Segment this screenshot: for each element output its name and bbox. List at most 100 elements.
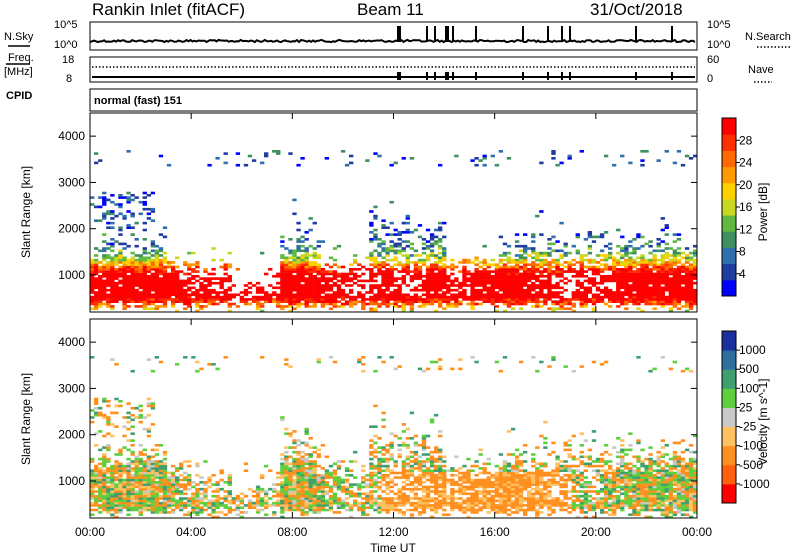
echo-cell [458, 504, 462, 507]
echo-cell [175, 469, 179, 472]
echo-cell [373, 294, 377, 297]
echo-cell [369, 451, 373, 454]
echo-cell [422, 446, 426, 449]
echo-cell [446, 495, 450, 498]
echo-cell [329, 486, 333, 489]
echo-cell [139, 497, 143, 500]
echo-cell [276, 303, 280, 306]
echo-cell [159, 483, 163, 486]
echo-cell [260, 298, 264, 301]
echo-cell [232, 294, 236, 297]
echo-cell [118, 226, 122, 229]
echo-cell [195, 291, 199, 294]
echo-cell [139, 474, 143, 477]
echo-cell [228, 277, 232, 280]
echo-cell [394, 280, 398, 283]
echo-cell [114, 289, 118, 292]
echo-cell [284, 481, 288, 484]
echo-cell [523, 474, 527, 477]
echo-cell [551, 243, 555, 246]
echo-cell [321, 300, 325, 303]
echo-cell [398, 284, 402, 287]
echo-cell [527, 509, 531, 512]
echo-cell [673, 284, 677, 287]
echo-cell [203, 268, 207, 271]
echo-cell [187, 460, 191, 463]
echo-cell [353, 273, 357, 276]
echo-cell [90, 303, 94, 306]
echo-cell [151, 488, 155, 491]
echo-cell [300, 460, 304, 463]
echo-cell [653, 303, 657, 306]
echo-cell [483, 282, 487, 285]
echo-cell [309, 291, 313, 294]
echo-cell [644, 150, 648, 153]
echo-cell [673, 240, 677, 243]
echo-cell [495, 509, 499, 512]
echo-cell [495, 277, 499, 280]
echo-cell [345, 490, 349, 493]
echo-cell [284, 300, 288, 303]
echo-cell [122, 298, 126, 301]
echo-cell [430, 275, 434, 278]
echo-cell [280, 305, 284, 308]
echo-cell [131, 194, 135, 197]
echo-cell [547, 247, 551, 250]
echo-cell [143, 289, 147, 292]
echo-cell [406, 428, 410, 431]
echo-cell [381, 250, 385, 253]
echo-cell [122, 486, 126, 489]
echo-cell [284, 432, 288, 435]
echo-cell [207, 298, 211, 301]
echo-cell [313, 479, 317, 482]
echo-cell [284, 282, 288, 285]
echo-cell [159, 289, 163, 292]
echo-cell [422, 305, 426, 308]
echo-cell [519, 486, 523, 489]
echo-cell [381, 506, 385, 509]
echo-cell [159, 305, 163, 308]
echo-cell [422, 298, 426, 301]
echo-cell [333, 502, 337, 505]
echo-cell [317, 495, 321, 498]
echo-cell [483, 479, 487, 482]
echo-cell [143, 428, 147, 431]
echo-cell [418, 469, 422, 472]
echo-cell [491, 486, 495, 489]
echo-cell [143, 483, 147, 486]
echo-cell [543, 270, 547, 273]
echo-cell [284, 493, 288, 496]
echo-cell [272, 287, 276, 290]
echo-cell [349, 270, 353, 273]
echo-cell [353, 493, 357, 496]
echo-cell [689, 284, 693, 287]
echo-cell [292, 268, 296, 271]
echo-cell [442, 460, 446, 463]
echo-cell [317, 287, 321, 290]
echo-cell [147, 296, 151, 299]
echo-cell [126, 421, 130, 424]
echo-cell [309, 483, 313, 486]
echo-cell [483, 289, 487, 292]
echo-cell [321, 287, 325, 290]
echo-cell [106, 199, 110, 202]
echo-cell [90, 259, 94, 262]
echo-cell [689, 287, 693, 290]
echo-cell [406, 483, 410, 486]
echo-cell [479, 261, 483, 264]
echo-cell [434, 502, 438, 505]
echo-cell [325, 500, 329, 503]
echo-cell [689, 277, 693, 280]
echo-cell [515, 497, 519, 500]
echo-cell [357, 291, 361, 294]
echo-cell [106, 280, 110, 283]
echo-cell [515, 476, 519, 479]
echo-cell [167, 298, 171, 301]
echo-cell [345, 502, 349, 505]
echo-cell [491, 282, 495, 285]
echo-cell [131, 259, 135, 262]
echo-cell [685, 296, 689, 299]
echo-cell [256, 509, 260, 512]
echo-cell [503, 300, 507, 303]
echo-cell [644, 266, 648, 269]
